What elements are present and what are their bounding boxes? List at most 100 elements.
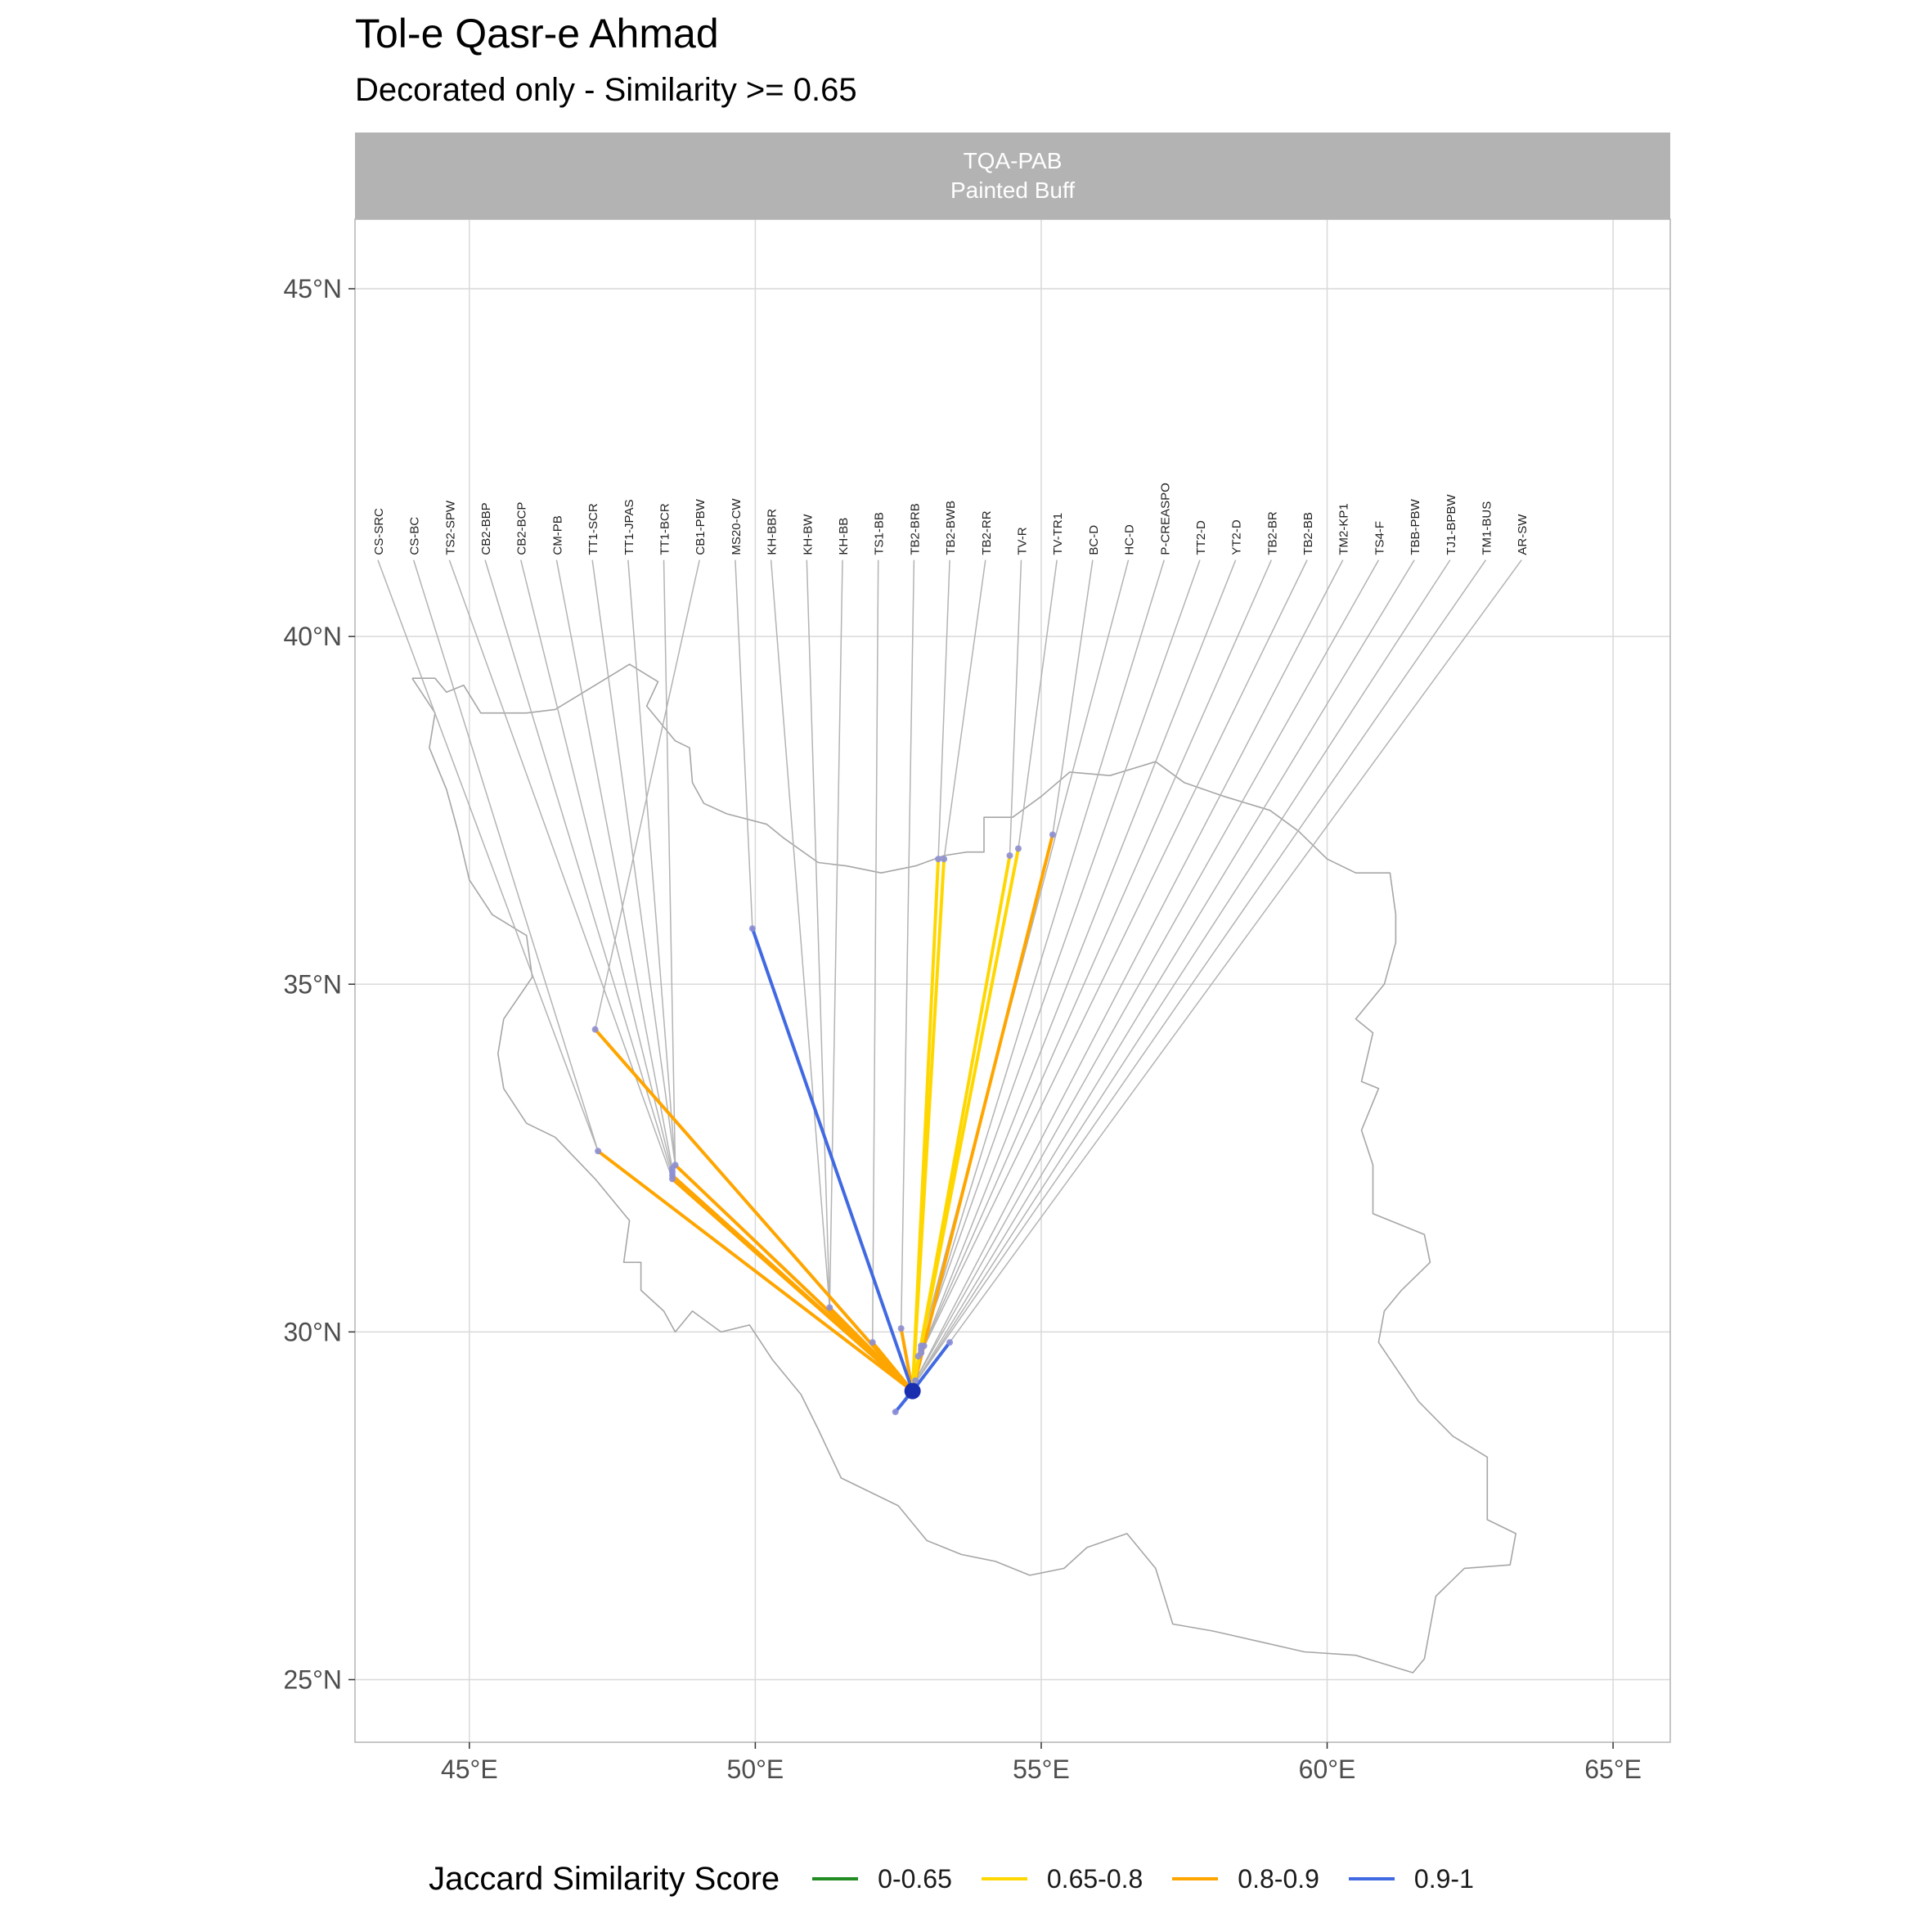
site-label: TJ1-BPBW (1445, 494, 1458, 555)
leader-line (663, 559, 676, 1166)
leader-line (920, 559, 1308, 1354)
panel-border (354, 218, 1671, 1743)
leader-line (829, 559, 843, 1308)
legend-label: 0.8-0.9 (1238, 1863, 1319, 1894)
leader-line (448, 559, 673, 1179)
site-label: CM-PB (550, 515, 564, 555)
leader-line (943, 559, 986, 860)
site-label: TBB-PBW (1409, 498, 1422, 555)
x-axis-ticks: 45°E 50°E 55°E 60°E 65°E (441, 1742, 1642, 1784)
connection-line (596, 1149, 914, 1393)
country-outline (411, 663, 1516, 1674)
leader-line (895, 559, 1487, 1413)
legend-key-1 (981, 1877, 1027, 1880)
leader-line (920, 559, 1273, 1354)
site-label: TB2-BB (1301, 512, 1315, 555)
site-point (935, 856, 942, 863)
site-label: CS-BC (408, 517, 422, 555)
connection-line (828, 1305, 914, 1393)
site-label: YT2-D (1230, 519, 1244, 555)
leader-line (1009, 559, 1022, 856)
legend-key-2 (1172, 1877, 1219, 1880)
site-label: CS-SRC (372, 508, 386, 555)
legend-item: 0.8-0.9 (1172, 1864, 1319, 1894)
site-label: KH-BBR (766, 509, 780, 555)
legend-item: 0-0.65 (812, 1864, 952, 1894)
site-label: TT2-D (1194, 520, 1208, 555)
site-point (892, 1409, 899, 1416)
site-label: TB2-BRB (908, 503, 922, 555)
site-label: TM1-BUS (1480, 501, 1494, 555)
site-label: TT1-BCR (658, 503, 672, 555)
label-leader-lines (377, 559, 1522, 1413)
site-label: CB2-BBP (479, 502, 493, 555)
legend-key-0 (812, 1877, 859, 1880)
leader-line (520, 559, 673, 1172)
chart-subtitle: Decorated only - Similarity >= 0.65 (355, 72, 857, 108)
site-point (826, 1304, 833, 1311)
site-label: TV-TR1 (1051, 513, 1065, 555)
legend-key-3 (1348, 1877, 1395, 1880)
site-label: CB1-PBW (694, 498, 708, 555)
site-point (941, 856, 948, 863)
leader-line (594, 559, 700, 1030)
facet-strip-label-type: Painted Buff (950, 177, 1075, 203)
y-tick-label: 45°N (284, 274, 343, 303)
leader-line (1018, 559, 1058, 849)
site-point (912, 1377, 919, 1384)
site-label: TB2-RR (980, 510, 994, 555)
x-tick-label: 60°E (1299, 1755, 1356, 1784)
leader-line (1052, 559, 1094, 835)
site-label: MS20-CW (730, 498, 744, 555)
site-label: CB2-BCP (515, 502, 529, 555)
site-point (920, 1342, 928, 1350)
x-tick-label: 45°E (441, 1755, 498, 1784)
site-label: TS2-SPW (443, 500, 457, 555)
legend-label: 0.9-1 (1413, 1863, 1474, 1894)
site-label: TB2-BWB (944, 501, 958, 555)
site-label: TM2-KP1 (1337, 503, 1351, 555)
connection-line (910, 857, 946, 1393)
y-tick-label: 35°N (284, 969, 343, 999)
site-point (591, 1026, 599, 1033)
leader-line (900, 559, 915, 1329)
site-label: TT1-JPAS (622, 500, 636, 555)
site-label: KH-BW (801, 514, 815, 555)
facet-strip-label-code: TQA-PAB (964, 148, 1063, 173)
site-point (946, 1339, 954, 1346)
site-point (595, 1148, 602, 1155)
site-point (1014, 845, 1022, 852)
legend-item: 0.65-0.8 (981, 1864, 1143, 1894)
leader-line (770, 559, 831, 1308)
leader-line (735, 559, 753, 929)
site-point (1006, 851, 1013, 859)
country-outline-layer (411, 663, 1516, 1674)
site-point (918, 1349, 925, 1356)
leader-line (412, 559, 599, 1152)
site-labels: CS-SRC CS-BC TS2-SPW CB2-BBP CB2-BCP CM-PB TT1… (372, 483, 1530, 555)
chart-title: Tol-e Qasr-e Ahmad (355, 11, 719, 56)
site-label: HC-D (1123, 524, 1137, 555)
leader-line (914, 559, 1380, 1382)
site-label: BC-D (1087, 525, 1101, 555)
leader-line (912, 559, 1451, 1388)
similarity-connections (593, 833, 1054, 1414)
leader-line (920, 559, 1165, 1350)
leader-line (806, 559, 831, 1308)
site-points (591, 831, 1056, 1416)
x-tick-label: 55°E (1013, 1755, 1070, 1784)
connection-line (910, 833, 1054, 1393)
facet-strip (355, 133, 1670, 219)
connection-line (750, 927, 914, 1393)
site-point (672, 1161, 679, 1169)
legend-title: Jaccard Similarity Score (429, 1860, 780, 1897)
x-tick-label: 65°E (1584, 1755, 1642, 1784)
y-tick-label: 40°N (284, 622, 343, 651)
y-axis-ticks: 25°N 30°N 35°N 40°N 45°N (284, 274, 355, 1694)
legend: Jaccard Similarity Score 0-0.65 0.65-0.8… (0, 1850, 1932, 1907)
leader-line (627, 559, 676, 1166)
leader-line (937, 559, 950, 860)
connection-line (870, 1341, 914, 1393)
leader-line (949, 559, 1522, 1343)
